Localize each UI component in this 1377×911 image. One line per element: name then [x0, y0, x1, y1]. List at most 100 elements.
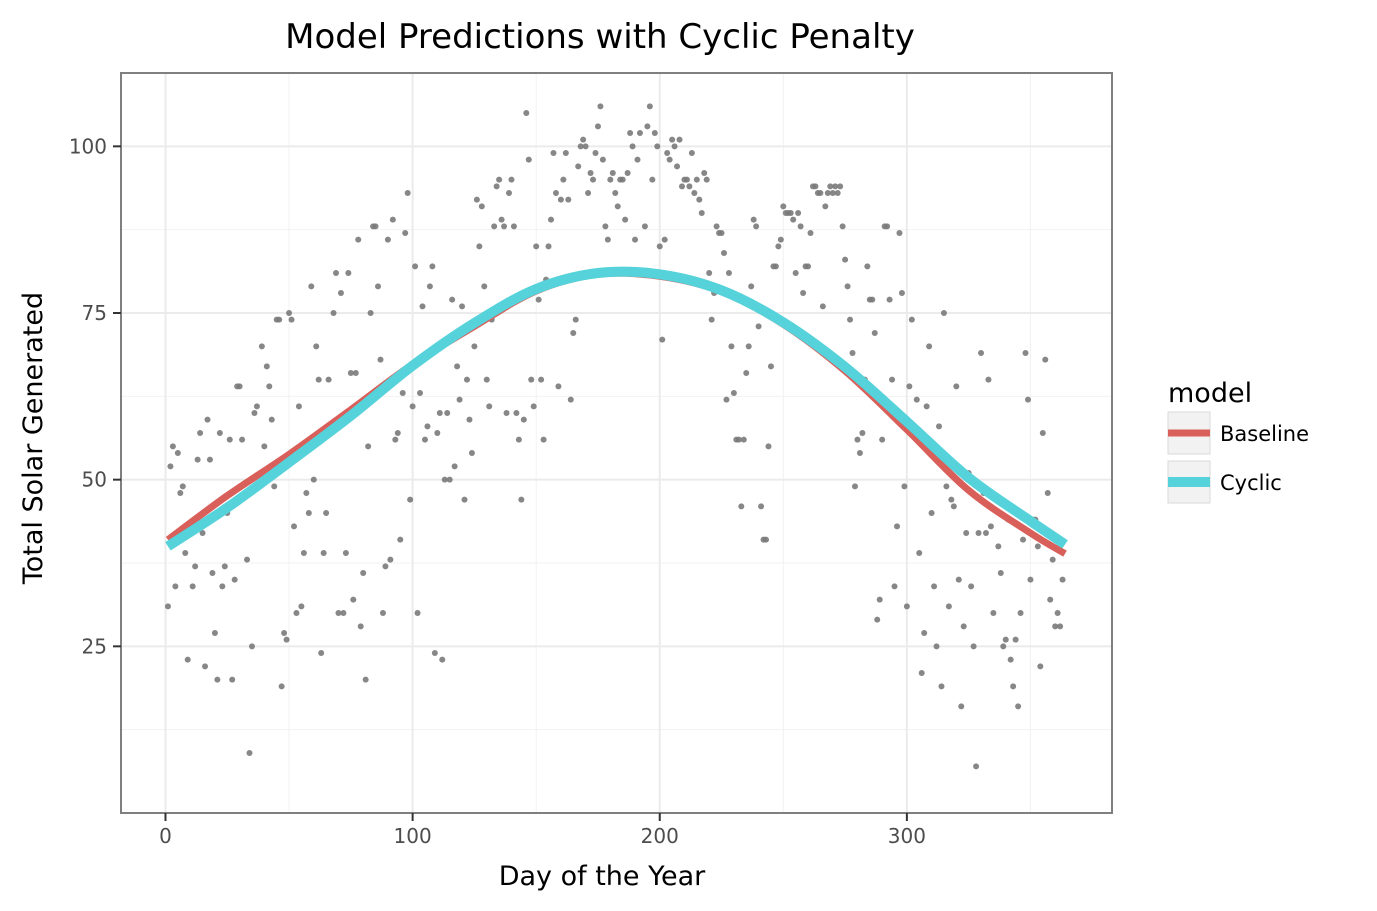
- data-point: [903, 603, 910, 610]
- data-point: [535, 296, 542, 303]
- data-point: [402, 230, 409, 236]
- data-point: [340, 610, 347, 616]
- data-point: [446, 476, 453, 483]
- data-point: [429, 263, 436, 270]
- data-point: [286, 310, 293, 316]
- data-point: [372, 223, 379, 230]
- data-point: [530, 403, 537, 410]
- data-point: [960, 623, 967, 630]
- data-point: [261, 443, 268, 450]
- data-point: [421, 436, 428, 443]
- data-point: [656, 243, 663, 250]
- data-point: [940, 310, 947, 316]
- data-point: [686, 183, 693, 190]
- x-axis: 0 100 200 300: [159, 813, 926, 848]
- data-point: [627, 130, 634, 136]
- data-point: [750, 216, 757, 223]
- data-point: [449, 296, 456, 303]
- x-axis-title: Day of the Year: [499, 861, 706, 892]
- data-point: [592, 150, 599, 156]
- data-point: [476, 243, 483, 250]
- data-point: [824, 190, 831, 196]
- data-point: [239, 436, 246, 443]
- data-point: [355, 236, 362, 243]
- data-point: [379, 610, 386, 616]
- data-point: [792, 270, 799, 276]
- data-point: [723, 396, 730, 403]
- data-point: [350, 596, 357, 603]
- data-point: [669, 136, 676, 143]
- data-point: [496, 176, 503, 183]
- data-point: [523, 110, 530, 116]
- data-point: [851, 483, 858, 490]
- data-point: [807, 230, 814, 236]
- data-point: [819, 303, 826, 310]
- data-point: [1015, 703, 1022, 710]
- data-point: [417, 390, 424, 396]
- data-point: [345, 270, 352, 276]
- data-point: [1010, 683, 1017, 690]
- data-point: [879, 436, 886, 443]
- data-point: [214, 676, 221, 683]
- data-point: [901, 483, 908, 490]
- data-point: [1057, 623, 1064, 630]
- data-point: [923, 403, 930, 410]
- data-point: [854, 436, 861, 443]
- data-point: [698, 210, 705, 216]
- data-point: [753, 223, 760, 230]
- data-point: [382, 563, 389, 570]
- data-point: [335, 610, 342, 616]
- data-point: [164, 603, 171, 610]
- data-point: [565, 196, 572, 203]
- data-point: [767, 363, 774, 370]
- data-point: [975, 530, 982, 536]
- data-point: [916, 550, 923, 556]
- data-point: [738, 503, 745, 510]
- data-point: [676, 136, 683, 143]
- data-point: [827, 183, 834, 190]
- data-point: [839, 223, 846, 230]
- plot-border: [120, 72, 1113, 814]
- data-point: [743, 370, 750, 376]
- data-point: [209, 570, 216, 576]
- data-point: [745, 343, 752, 350]
- data-point: [1022, 350, 1029, 356]
- data-point: [266, 383, 273, 390]
- x-tick-label: 100: [394, 824, 432, 848]
- data-point: [943, 483, 950, 490]
- data-point: [298, 603, 305, 610]
- legend-item-baseline: Baseline: [1167, 411, 1309, 455]
- data-point: [594, 123, 601, 130]
- data-point: [933, 643, 940, 650]
- data-point: [375, 283, 382, 290]
- data-point: [1027, 576, 1034, 583]
- data-point: [1034, 543, 1041, 550]
- data-point: [471, 343, 478, 350]
- data-point: [478, 203, 485, 210]
- data-point: [797, 223, 804, 230]
- data-point: [318, 650, 325, 656]
- data-point: [179, 483, 186, 490]
- data-point: [730, 390, 737, 396]
- data-point: [404, 190, 411, 196]
- data-point: [441, 476, 448, 483]
- data-point: [310, 476, 317, 483]
- data-point: [817, 190, 824, 196]
- y-tick-label: 50: [82, 468, 107, 492]
- data-point: [950, 503, 957, 510]
- data-point: [189, 583, 196, 590]
- data-point: [641, 223, 648, 230]
- data-point: [822, 203, 829, 210]
- data-point: [360, 570, 367, 576]
- data-point: [968, 583, 975, 590]
- data-point: [688, 150, 695, 156]
- data-point: [503, 410, 510, 416]
- data-point: [622, 216, 629, 223]
- data-point: [466, 416, 473, 423]
- data-point: [987, 523, 994, 530]
- data-point: [562, 150, 569, 156]
- data-point: [973, 763, 980, 770]
- data-point: [666, 156, 673, 163]
- data-point: [985, 376, 992, 383]
